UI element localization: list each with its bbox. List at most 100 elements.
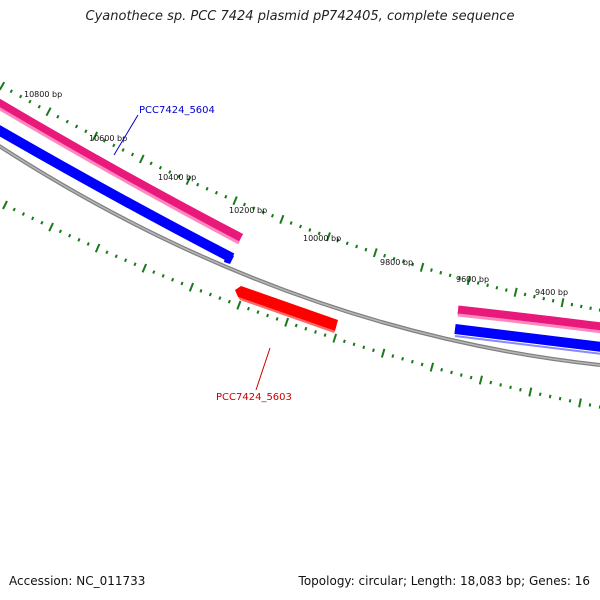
inner-minor-tick (410, 359, 414, 364)
bp-label-9600: 9600 bp (456, 275, 489, 284)
outer-major-tick (326, 232, 331, 242)
gene-label-pcc7424-5603[interactable]: PCC7424_5603 (216, 392, 292, 403)
outer-minor-tick (448, 273, 452, 278)
inner-minor-tick (294, 323, 298, 328)
inner-major-tick (284, 317, 290, 327)
inner-minor-tick (568, 399, 572, 403)
inner-minor-tick (58, 229, 63, 234)
inner-minor-tick (304, 326, 308, 331)
inner-minor-tick (459, 373, 463, 377)
outer-minor-tick (392, 256, 396, 261)
outer-minor-tick (364, 247, 368, 252)
inner-minor-tick (558, 396, 562, 401)
outer-major-tick (419, 262, 425, 272)
outer-minor-tick (383, 253, 387, 258)
bp-label-9400: 9400 bp (535, 288, 568, 297)
outer-minor-tick (411, 262, 415, 267)
outer-minor-tick (74, 124, 79, 129)
outer-minor-tick (214, 190, 219, 195)
outer-minor-tick (533, 294, 536, 299)
inner-major-tick (578, 398, 582, 408)
reverse-gene-track-right (454, 324, 600, 352)
outer-minor-tick (317, 231, 321, 236)
inner-minor-tick (256, 310, 260, 314)
outer-minor-tick (19, 94, 23, 99)
inner-minor-tick (40, 220, 44, 225)
inner-minor-tick (275, 317, 279, 321)
inner-minor-tick (391, 354, 395, 358)
outer-minor-tick (579, 304, 583, 309)
outer-minor-tick (289, 221, 293, 225)
outer-major-tick (0, 81, 6, 91)
inner-minor-tick (68, 233, 72, 238)
inner-major-tick (188, 282, 195, 292)
outer-minor-tick (523, 292, 527, 297)
outer-minor-tick (486, 283, 489, 288)
outer-minor-tick (168, 170, 172, 174)
inner-minor-tick (199, 289, 203, 293)
gene-label-pcc7424-5604[interactable]: PCC7424_5604 (139, 105, 215, 116)
inner-minor-tick (208, 292, 212, 297)
inner-minor-tick (538, 392, 542, 397)
outer-minor-tick (401, 259, 405, 264)
outer-minor-tick (336, 238, 340, 242)
outer-minor-tick (9, 89, 13, 94)
inner-tick-row (2, 200, 600, 409)
inner-major-tick (94, 243, 101, 253)
outer-minor-tick (121, 148, 125, 152)
accession-text: Accession: NC_011733 (9, 574, 146, 588)
inner-minor-tick (372, 348, 375, 353)
outer-minor-tick (56, 114, 60, 119)
outer-minor-tick (355, 244, 359, 249)
outer-minor-tick (458, 276, 461, 280)
inner-minor-tick (499, 383, 502, 387)
backbone-circle-highlight (0, 145, 600, 366)
outer-minor-tick (430, 268, 433, 272)
outer-minor-tick (65, 119, 69, 124)
outer-major-tick (45, 107, 52, 117)
forward-gene-track-left (0, 98, 244, 242)
inner-major-tick (332, 333, 338, 343)
outer-minor-tick (102, 138, 107, 143)
outer-minor-tick (112, 143, 116, 148)
inner-minor-tick (124, 258, 128, 263)
outer-minor-tick (308, 228, 312, 232)
inner-major-tick (380, 348, 386, 358)
outer-minor-tick (242, 202, 247, 207)
inner-minor-tick (171, 277, 175, 282)
inner-minor-tick (489, 380, 493, 385)
inner-major-tick (429, 362, 435, 372)
outer-major-tick (560, 298, 565, 308)
inner-minor-tick (161, 274, 165, 278)
inner-minor-tick (401, 357, 404, 361)
inner-minor-tick (227, 299, 231, 304)
inner-minor-tick (509, 385, 512, 390)
inner-minor-tick (352, 342, 356, 347)
inner-minor-tick (314, 330, 317, 334)
reverse-gene-track-right-shade (454, 335, 600, 355)
inner-minor-tick (180, 281, 184, 286)
inner-minor-tick (133, 262, 137, 267)
inner-minor-tick (218, 296, 222, 300)
gene-pcc7424-5603[interactable] (235, 286, 338, 331)
inner-minor-tick (362, 345, 366, 350)
inner-minor-tick (105, 250, 109, 255)
outer-minor-tick (130, 152, 135, 157)
inner-minor-tick (588, 403, 592, 407)
outer-minor-tick (252, 206, 256, 211)
inner-minor-tick (519, 387, 522, 392)
outer-major-tick (279, 214, 285, 224)
bp-label-10000: 10000 bp (303, 234, 341, 243)
outer-minor-tick (439, 270, 443, 275)
outer-major-tick (513, 287, 518, 297)
inner-minor-tick (12, 207, 16, 212)
inner-minor-tick (21, 212, 26, 216)
forward-gene-track-left-shade (0, 107, 240, 245)
inner-minor-tick (420, 362, 424, 367)
inner-minor-tick (469, 375, 473, 380)
outer-minor-tick (542, 296, 546, 301)
bp-label-9800: 9800 bp (380, 258, 413, 267)
inner-minor-tick (152, 270, 156, 274)
inner-minor-tick (450, 370, 453, 375)
